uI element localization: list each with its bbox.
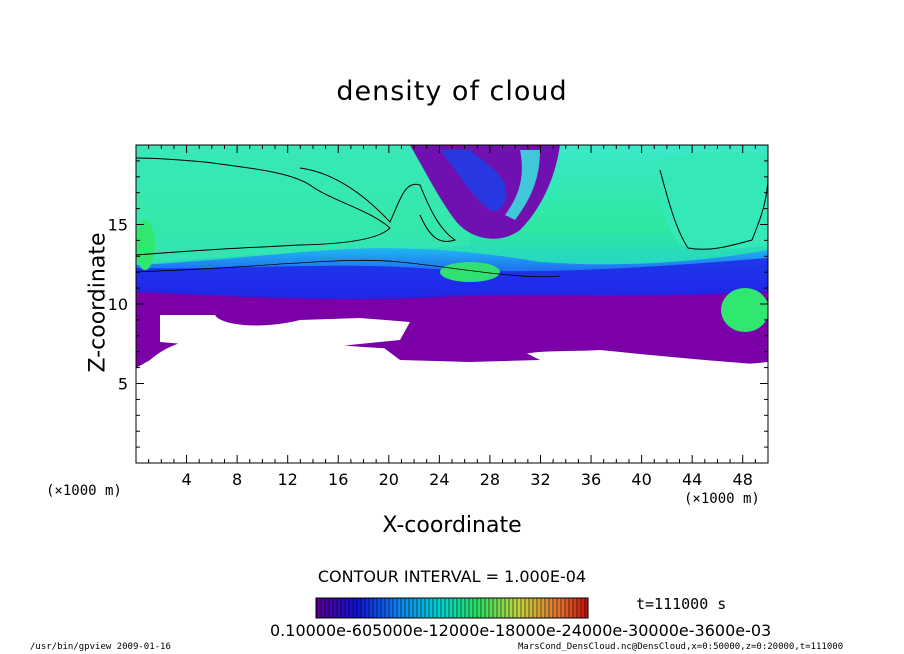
contour-line — [299, 167, 457, 242]
x-tick-label: 40 — [631, 470, 651, 489]
x-unit-label-right: (×1000 m) — [684, 491, 760, 507]
x-tick-label: 8 — [232, 470, 242, 489]
x-tick-label: 28 — [480, 470, 500, 489]
green-patch — [440, 262, 500, 282]
y-axis-label: Z-coordinate — [85, 232, 111, 373]
colorbar-tick-labels: 0.10000e-605000e-12000e-18000e-24000e-30… — [270, 621, 772, 640]
empty-pocket — [160, 315, 410, 348]
empty-region — [136, 351, 768, 463]
x-tick-label: 36 — [581, 470, 601, 489]
y-tick-label: 5 — [118, 375, 128, 394]
x-tick-label: 16 — [328, 470, 348, 489]
footer-data-source: MarsCond_DensCloud.nc@DensCloud,x=0:5000… — [518, 642, 844, 652]
x-tick-label: 20 — [379, 470, 399, 489]
contour-line — [136, 157, 391, 256]
plume-inner — [440, 150, 507, 211]
chart-title: density of cloud — [336, 76, 568, 107]
x-tick-label: 44 — [682, 470, 702, 489]
plume-green — [505, 150, 540, 220]
time-label: t=111000 s — [636, 595, 727, 613]
x-tick-label: 32 — [530, 470, 550, 489]
colorbar-stripes — [316, 598, 588, 618]
x-unit-label-left: (×1000 m) — [46, 483, 122, 499]
green-patch — [721, 288, 768, 332]
y-tick-label: 10 — [108, 295, 128, 314]
contour-line — [136, 259, 561, 278]
green-patch — [136, 220, 155, 270]
contour-interval-label: CONTOUR INTERVAL = 1.000E-04 — [317, 567, 587, 586]
purple-lobe — [380, 340, 540, 362]
heatmap-field — [136, 145, 768, 463]
cyan-band — [136, 145, 470, 265]
x-tick-label: 48 — [733, 470, 753, 489]
purple-lower-band — [136, 288, 768, 368]
x-tick-label: 24 — [429, 470, 449, 489]
x-tick-label: 4 — [181, 470, 191, 489]
contour-line — [659, 169, 768, 250]
x-axis-label: X-coordinate — [382, 513, 522, 538]
footer-program-date: /usr/bin/gpview 2009-01-16 — [30, 642, 171, 652]
x-tick-label: 12 — [278, 470, 298, 489]
y-tick-label: 15 — [108, 216, 128, 235]
right-cyan-column — [658, 151, 768, 249]
